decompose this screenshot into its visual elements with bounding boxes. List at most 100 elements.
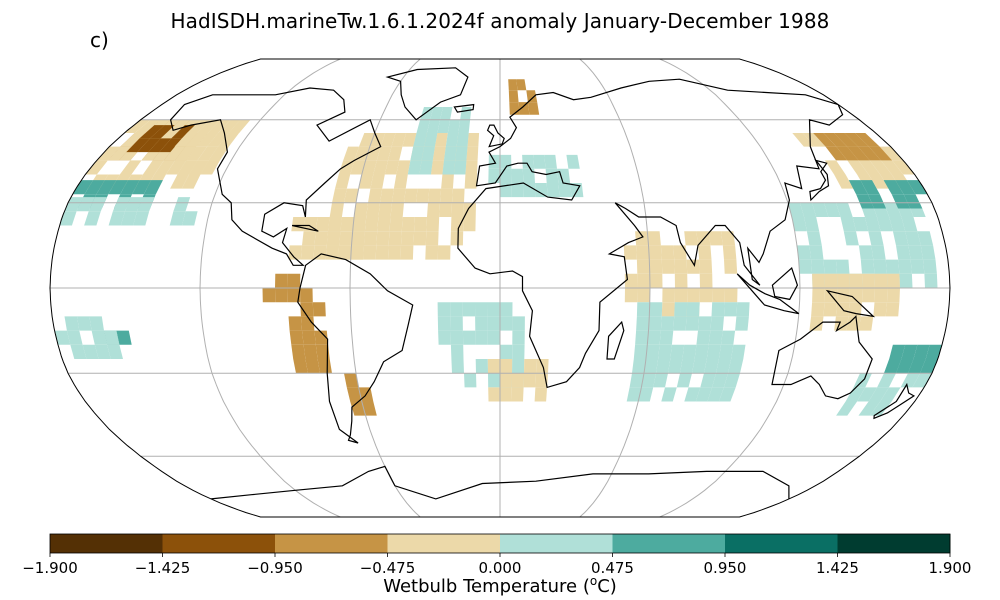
colorbar-swatch: [725, 534, 838, 553]
grid-cell-south-atlantic-tan: [524, 359, 537, 374]
grid-cell-indian-ocean-tan: [636, 245, 650, 260]
grid-cell-north-atlantic-tan: [426, 217, 440, 232]
grid-cell-north-pacific-east-teal: [868, 194, 887, 209]
grid-cell-south-atlantic-light: [450, 316, 463, 331]
grid-cell-north-atlantic-tan: [350, 160, 366, 175]
grid-cell-gulf-of-alaska-tan: [228, 119, 251, 133]
grid-cell-north-atlantic-tan: [352, 217, 367, 232]
grid-cell-mediterranean-light: [544, 154, 557, 169]
coastline-south-america: [297, 253, 414, 444]
grid-cell-indian-ocean-light: [682, 344, 697, 359]
grid-cell-north-atlantic-light: [426, 119, 441, 133]
grid-cell-north-pacific-west-tan: [120, 133, 146, 147]
grid-cell-indian-ocean-light: [668, 359, 683, 374]
grid-cell-north-atlantic-light: [442, 160, 456, 175]
grid-cell-caribbean-tan: [340, 217, 355, 232]
grid-cell-north-atlantic-tan: [384, 160, 400, 175]
grid-cell-north-pacific-east-teal: [903, 194, 923, 209]
grid-cell-south-atlantic-tan: [500, 387, 512, 402]
grid-cell-west-pacific-tan: [812, 288, 825, 303]
grid-cell-indian-ocean-light: [632, 359, 646, 374]
grid-cell-peru-tan: [300, 302, 314, 317]
grid-cell-indian-ocean-tan: [674, 288, 688, 303]
grid-cell-north-pacific-east-teal: [895, 180, 916, 195]
grid-cell-patagonia-tan: [344, 373, 359, 388]
grid-cell-north-atlantic-tan: [364, 217, 379, 232]
grid-cell-indian-ocean-light: [686, 302, 700, 317]
grid-cell-indian-ocean-tan: [699, 259, 713, 274]
grid-cell-west-pacific-light: [798, 259, 813, 274]
grid-cell-north-pacific-east-teal: [891, 194, 911, 209]
grid-cell-indian-ocean-light: [659, 330, 674, 345]
grid-cell-indian-ocean-light: [676, 373, 692, 388]
grid-cell-north-atlantic-tan: [343, 146, 359, 161]
grid-cell-tasman-teal: [913, 344, 930, 359]
grid-cell-gulf-of-alaska-tan: [174, 133, 198, 147]
grid-cell-north-atlantic-tan: [416, 188, 430, 203]
grid-cell-north-atlantic-light: [410, 146, 425, 161]
grid-cell-north-atlantic-light: [458, 119, 471, 133]
grid-cell-south-atlantic-light: [450, 330, 464, 345]
grid-cell-tasman-teal: [908, 359, 926, 374]
grid-cell-peru-tan: [303, 344, 318, 359]
grid-cell-indian-ocean-light: [658, 344, 672, 359]
grid-cell-north-atlantic-tan: [402, 133, 417, 147]
grid-cell-south-pacific-light: [54, 330, 71, 345]
grid-cell-west-pacific-light: [835, 259, 850, 274]
grid-cell-north-atlantic-tan: [450, 217, 464, 232]
grid-cell-north-atlantic-tan: [338, 160, 355, 175]
grid-cell-south-atlantic-light: [450, 302, 463, 317]
grid-cell-north-pacific-east-teal: [860, 180, 880, 195]
grid-cell-west-pacific-light: [812, 202, 829, 217]
grid-cell-south-pacific-light: [66, 330, 83, 345]
grid-cell-west-pacific-light: [788, 202, 805, 217]
grid-cell-north-pacific-teal-band: [143, 180, 163, 195]
grid-cell-north-atlantic-tan: [401, 231, 415, 246]
grid-cell-north-atlantic-light: [421, 146, 435, 161]
grid-cell-mediterranean-light: [546, 183, 560, 198]
grid-cell-west-pacific-light: [905, 231, 921, 246]
coastline-new-guinea: [825, 289, 876, 318]
grid-cell-west-pacific-light: [800, 202, 817, 217]
grid-cell-west-pacific-tan: [837, 273, 850, 288]
coastline-greenland: [385, 67, 469, 121]
grid-cell-north-pacific-light-band: [108, 211, 125, 226]
grid-cell-peru-tan: [312, 302, 326, 317]
grid-cell-south-atlantic-light: [475, 359, 488, 374]
grid-cell-north-pacific-light-band: [84, 211, 101, 226]
grid-cell-indian-ocean-light: [728, 359, 744, 374]
grid-cell-caribbean-tan: [300, 245, 315, 260]
grid-cell-tasman-light: [912, 373, 932, 388]
grid-cell-west-pacific-tan: [812, 273, 825, 288]
graticule: [50, 59, 950, 517]
coastline-madagascar: [606, 320, 625, 360]
coastline-australia: [771, 315, 873, 400]
grid-cell-west-pacific-light: [892, 231, 909, 246]
grid-cell-norway-brown: [527, 102, 540, 115]
grid-cell-caribbean-tan: [339, 231, 353, 246]
grid-cell-north-atlantic-tan: [370, 174, 385, 189]
grid-cell-kuroshio-tan: [880, 160, 904, 175]
grid-cell-east-pacific-brown: [262, 288, 276, 303]
grid-cell-kuroshio-tan: [834, 174, 854, 189]
grid-cell-indian-ocean-light: [660, 316, 675, 331]
grid-cell-tasman-light: [880, 387, 901, 402]
grid-cell-south-atlantic-light: [512, 316, 525, 331]
grid-cell-north-atlantic-tan: [414, 217, 427, 232]
grid-cell-gulf-of-alaska-tan: [189, 160, 209, 175]
grid-cell-north-pacific-west-tan: [197, 146, 218, 161]
grid-cell-indian-ocean-light: [723, 373, 740, 388]
grid-cell-north-pacific-teal-band: [96, 180, 117, 195]
grid-cell-west-pacific-light: [871, 245, 886, 260]
grid-cell-indian-ocean-tan: [722, 245, 737, 260]
grid-cell-west-pacific-tan: [885, 302, 900, 317]
grid-cell-west-pacific-light: [873, 259, 887, 274]
grid-cell-tasman-teal: [884, 359, 902, 374]
grid-cell-south-atlantic-light: [462, 330, 476, 345]
grid-cell-south-atlantic-light: [475, 316, 488, 331]
coastline-indonesia: [736, 273, 800, 315]
grid-cell-north-atlantic-tan: [378, 202, 392, 217]
grid-cell-north-atlantic-light: [455, 146, 468, 161]
grid-cell-caribbean-tan: [328, 217, 342, 232]
